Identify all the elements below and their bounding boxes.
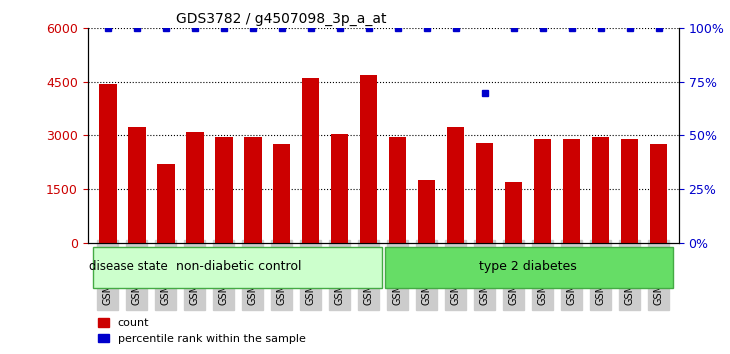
- Bar: [476, 143, 493, 242]
- Bar: [389, 137, 407, 242]
- Bar: [418, 180, 435, 242]
- Text: type 2 diabetes: type 2 diabetes: [480, 260, 577, 273]
- Bar: [534, 139, 551, 242]
- Bar: [331, 134, 348, 242]
- Bar: [273, 144, 291, 242]
- Bar: [592, 137, 610, 242]
- Bar: [99, 84, 117, 242]
- Bar: [621, 139, 638, 242]
- Text: non-diabetic control: non-diabetic control: [176, 260, 301, 273]
- Text: GDS3782 / g4507098_3p_a_at: GDS3782 / g4507098_3p_a_at: [177, 12, 387, 26]
- Bar: [244, 137, 261, 242]
- FancyBboxPatch shape: [385, 247, 673, 288]
- Text: disease state: disease state: [89, 260, 168, 273]
- Bar: [215, 137, 233, 242]
- Legend: count, percentile rank within the sample: count, percentile rank within the sample: [93, 314, 310, 348]
- Bar: [360, 75, 377, 242]
- Bar: [128, 127, 145, 242]
- Bar: [563, 139, 580, 242]
- Bar: [186, 132, 204, 242]
- Bar: [505, 182, 523, 242]
- Bar: [650, 144, 667, 242]
- Bar: [157, 164, 174, 242]
- Bar: [302, 78, 320, 242]
- Bar: [447, 127, 464, 242]
- FancyBboxPatch shape: [93, 247, 382, 288]
